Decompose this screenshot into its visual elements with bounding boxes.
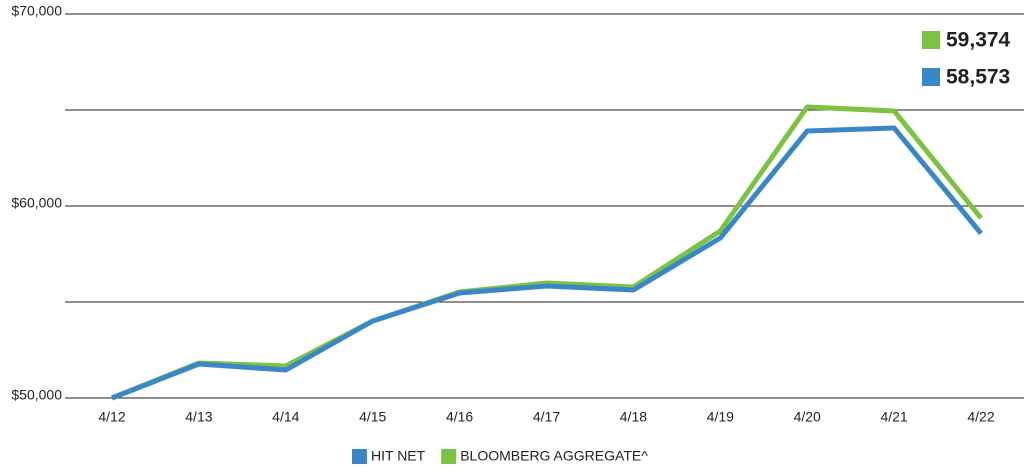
legend-label: HIT NET: [371, 448, 426, 464]
end-label-swatch: [922, 68, 940, 86]
x-tick-label: 4/14: [272, 409, 299, 425]
legend-swatch: [441, 449, 457, 464]
end-label-swatch: [922, 31, 940, 49]
x-tick-label: 4/20: [794, 409, 821, 425]
x-tick-label: 4/21: [880, 409, 907, 425]
x-tick-label: 4/12: [98, 409, 125, 425]
end-label: 59,374: [946, 29, 1011, 52]
legend-swatch: [352, 449, 367, 464]
x-tick-label: 4/13: [185, 409, 212, 425]
x-tick-label: 4/17: [533, 409, 560, 425]
x-tick-label: 4/16: [446, 409, 473, 425]
series-line: [111, 104, 983, 401]
y-tick-label: $50,000: [11, 387, 62, 403]
legend-label: BLOOMBERG AGGREGATE^: [460, 448, 648, 464]
y-tick-label: $70,000: [11, 3, 62, 19]
series-line: [111, 125, 983, 401]
x-tick-label: 4/15: [359, 409, 386, 425]
x-tick-label: 4/18: [620, 409, 647, 425]
x-tick-label: 4/22: [967, 409, 994, 425]
x-tick-label: 4/19: [707, 409, 734, 425]
y-tick-label: $60,000: [11, 195, 62, 211]
end-label: 58,573: [946, 66, 1010, 89]
